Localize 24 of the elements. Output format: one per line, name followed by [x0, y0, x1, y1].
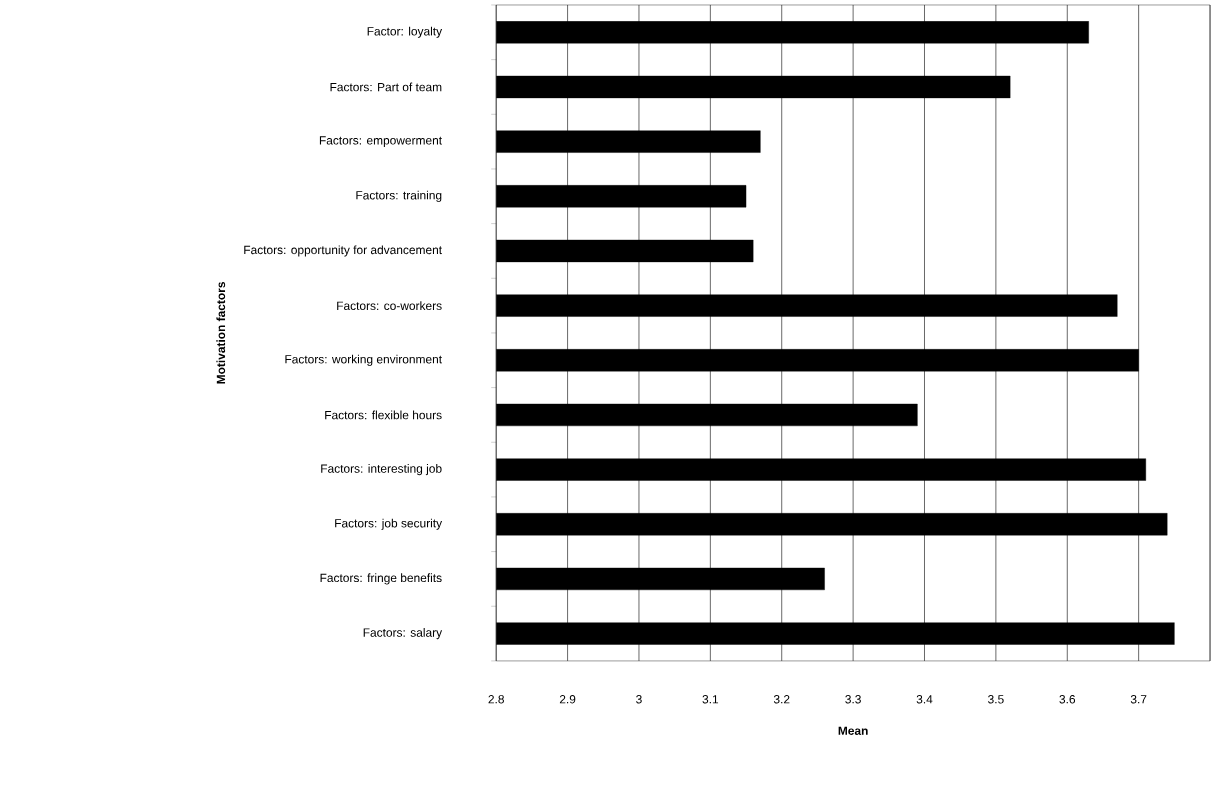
x-tick-label: 3 — [636, 695, 642, 704]
y-tick-label: Factors: empowerment — [319, 136, 442, 148]
y-tick-label: Factors: interesting job — [321, 464, 442, 476]
x-tick-label: 3.5 — [988, 695, 1004, 704]
y-tick-label: Factors: working environment — [285, 354, 442, 366]
x-tick-label: 3.7 — [1130, 695, 1147, 704]
y-tick-label: Factors: training — [356, 190, 442, 202]
y-tick-label: Factors: salary — [363, 628, 443, 640]
y-tick-label: Factors: co-workers — [337, 301, 442, 311]
y-tick-label: Factors: flexible hours — [325, 410, 442, 420]
x-tick-label: 3.3 — [845, 695, 861, 704]
y-tick-label: Factors: fringe benefits — [320, 573, 442, 585]
x-tick-label: 3.2 — [773, 695, 790, 704]
y-tick-label: Factor: loyalty — [367, 26, 443, 39]
y-axis-title: Motivation factors — [216, 282, 226, 384]
x-axis-title: Mean — [838, 726, 868, 736]
y-tick-label: Factors: job security — [335, 518, 443, 530]
x-tick-label: 3.4 — [916, 695, 933, 704]
y-tick-label: Factors: Part of team — [330, 82, 442, 92]
x-tick-label: 2.9 — [559, 695, 576, 704]
x-tick-label: 3.6 — [1059, 695, 1076, 704]
x-tick-label: 2.8 — [488, 695, 504, 704]
y-tick-label: Factors: opportunity for advancement — [244, 245, 442, 257]
x-tick-label: 3.1 — [702, 695, 719, 704]
